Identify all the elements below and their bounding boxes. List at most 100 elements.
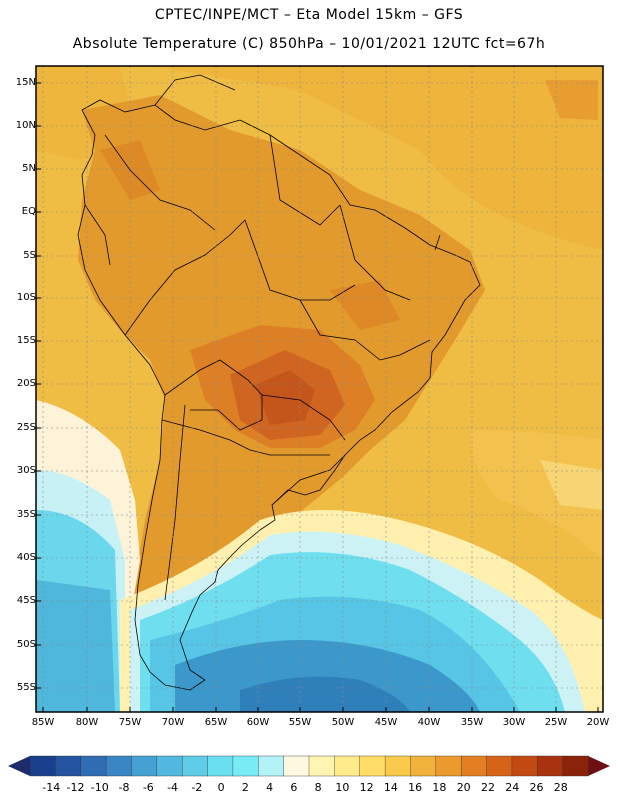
lon-label: 35W — [460, 717, 484, 728]
border-colombia — [104, 134, 216, 231]
colorbar-swatch — [283, 755, 310, 777]
colorbar-swatch — [384, 755, 412, 777]
lon-label: 20W — [586, 717, 610, 728]
colorbar-label: 10 — [335, 781, 350, 794]
map-border — [35, 65, 604, 713]
colorbar-label: 12 — [359, 781, 374, 794]
colorbar-label: 4 — [266, 781, 274, 794]
field-colder-pacific — [36, 580, 115, 712]
lon-label: 75W — [118, 717, 142, 728]
colorbar-high-arrow — [588, 756, 610, 776]
lat-label: 20S — [16, 378, 36, 389]
colorbar-label: 28 — [553, 781, 568, 794]
border-ecuador — [84, 204, 111, 266]
colorbar-swatch — [131, 755, 158, 777]
lon-label: 85W — [31, 717, 55, 728]
border-paraguay — [261, 394, 346, 441]
colorbar-label: -12 — [66, 781, 85, 794]
colorbar-swatch — [156, 755, 183, 777]
colorbar-swatch — [486, 755, 513, 777]
colorbar-label: 24 — [505, 781, 520, 794]
lon-label: 45W — [374, 717, 398, 728]
lat-label: EQ — [21, 206, 36, 217]
lat-label: 35S — [16, 509, 36, 520]
colorbar-label: 6 — [290, 781, 298, 794]
colorbar-swatch — [334, 755, 361, 777]
colorbar-label: -14 — [42, 781, 61, 794]
colorbar-label: 22 — [480, 781, 495, 794]
colorbar-swatch — [181, 755, 209, 777]
lon-label: 65W — [204, 717, 228, 728]
lat-label: 50S — [16, 639, 36, 650]
lat-label: 25S — [16, 422, 36, 433]
colorbar-label: 8 — [314, 781, 322, 794]
lon-label: 50W — [331, 717, 355, 728]
colorbar-swatch — [105, 755, 133, 777]
central-america — [154, 74, 236, 106]
lon-label: 70W — [161, 717, 185, 728]
colorbar-swatch — [410, 755, 437, 777]
lat-label: 10S — [16, 292, 36, 303]
colorbar-label: 16 — [408, 781, 423, 794]
lon-label: 60W — [246, 717, 270, 728]
colorbar-swatch — [359, 755, 386, 777]
map-subtitle: Absolute Temperature (C) 850hPa – 10/01/… — [72, 36, 546, 52]
colorbar-swatch — [207, 755, 234, 777]
colorbar-swatch — [537, 755, 564, 777]
colorbar-label: -4 — [167, 781, 179, 794]
lat-label: 10N — [15, 120, 36, 131]
lon-label: 30W — [502, 717, 526, 728]
colorbar-label: 2 — [241, 781, 249, 794]
temperature-field — [36, 66, 603, 712]
lon-label: 80W — [75, 717, 99, 728]
field-warm-atlantic-band — [470, 430, 603, 560]
border-chile — [164, 404, 186, 601]
coast-detail-1 — [434, 234, 441, 251]
border-peru — [124, 219, 246, 336]
lat-label: 55S — [16, 682, 36, 693]
colorbar-low-arrow — [8, 756, 30, 776]
lat-label: 40S — [16, 552, 36, 563]
colorbar-swatch — [511, 755, 538, 777]
lon-label: 55W — [288, 717, 312, 728]
colorbar-label: -8 — [118, 781, 130, 794]
colorbar-swatch — [29, 755, 56, 777]
field-central-warm — [330, 280, 400, 330]
colorbar-swatch — [435, 755, 462, 777]
colorbar-label: 14 — [383, 781, 398, 794]
colorbar-label: -2 — [191, 781, 203, 794]
lat-label: 30S — [16, 465, 36, 476]
colorbar-swatch — [55, 755, 82, 777]
colorbar-label: -10 — [90, 781, 109, 794]
colorbar-label: 0 — [217, 781, 225, 794]
colorbar-label: 26 — [529, 781, 544, 794]
tick-marks — [36, 82, 599, 712]
colorbar-label: -6 — [142, 781, 154, 794]
coastlines — [77, 74, 481, 691]
continent-outline — [77, 99, 481, 691]
colorbar-swatch — [460, 755, 488, 777]
lat-label: 15N — [15, 77, 36, 88]
border-argentina-north — [161, 419, 330, 456]
colorbar-swatch — [562, 755, 589, 777]
lat-label: 5N — [22, 163, 36, 174]
colorbar-swatch — [258, 755, 285, 777]
field-very-cold-atlantic — [240, 676, 410, 712]
colorbar — [8, 755, 610, 777]
map-title: CPTEC/INPE/MCT – Eta Model 15km – GFS — [154, 7, 464, 23]
lon-label: 25W — [544, 717, 568, 728]
lon-label: 40W — [417, 717, 441, 728]
lat-label: 45S — [16, 595, 36, 606]
colorbar-swatch — [232, 755, 259, 777]
border-brazil-states — [299, 299, 431, 361]
field-warm-patch-atlantic — [545, 80, 598, 120]
border-uruguay — [271, 454, 346, 506]
lat-label: 5S — [23, 250, 36, 261]
colorbar-label: 18 — [432, 781, 447, 794]
colorbar-swatch — [80, 755, 107, 777]
lat-label: 15S — [16, 335, 36, 346]
border-brazil-north — [339, 204, 411, 301]
colorbar-swatch — [308, 755, 335, 777]
field-warm-ocean — [36, 66, 603, 250]
